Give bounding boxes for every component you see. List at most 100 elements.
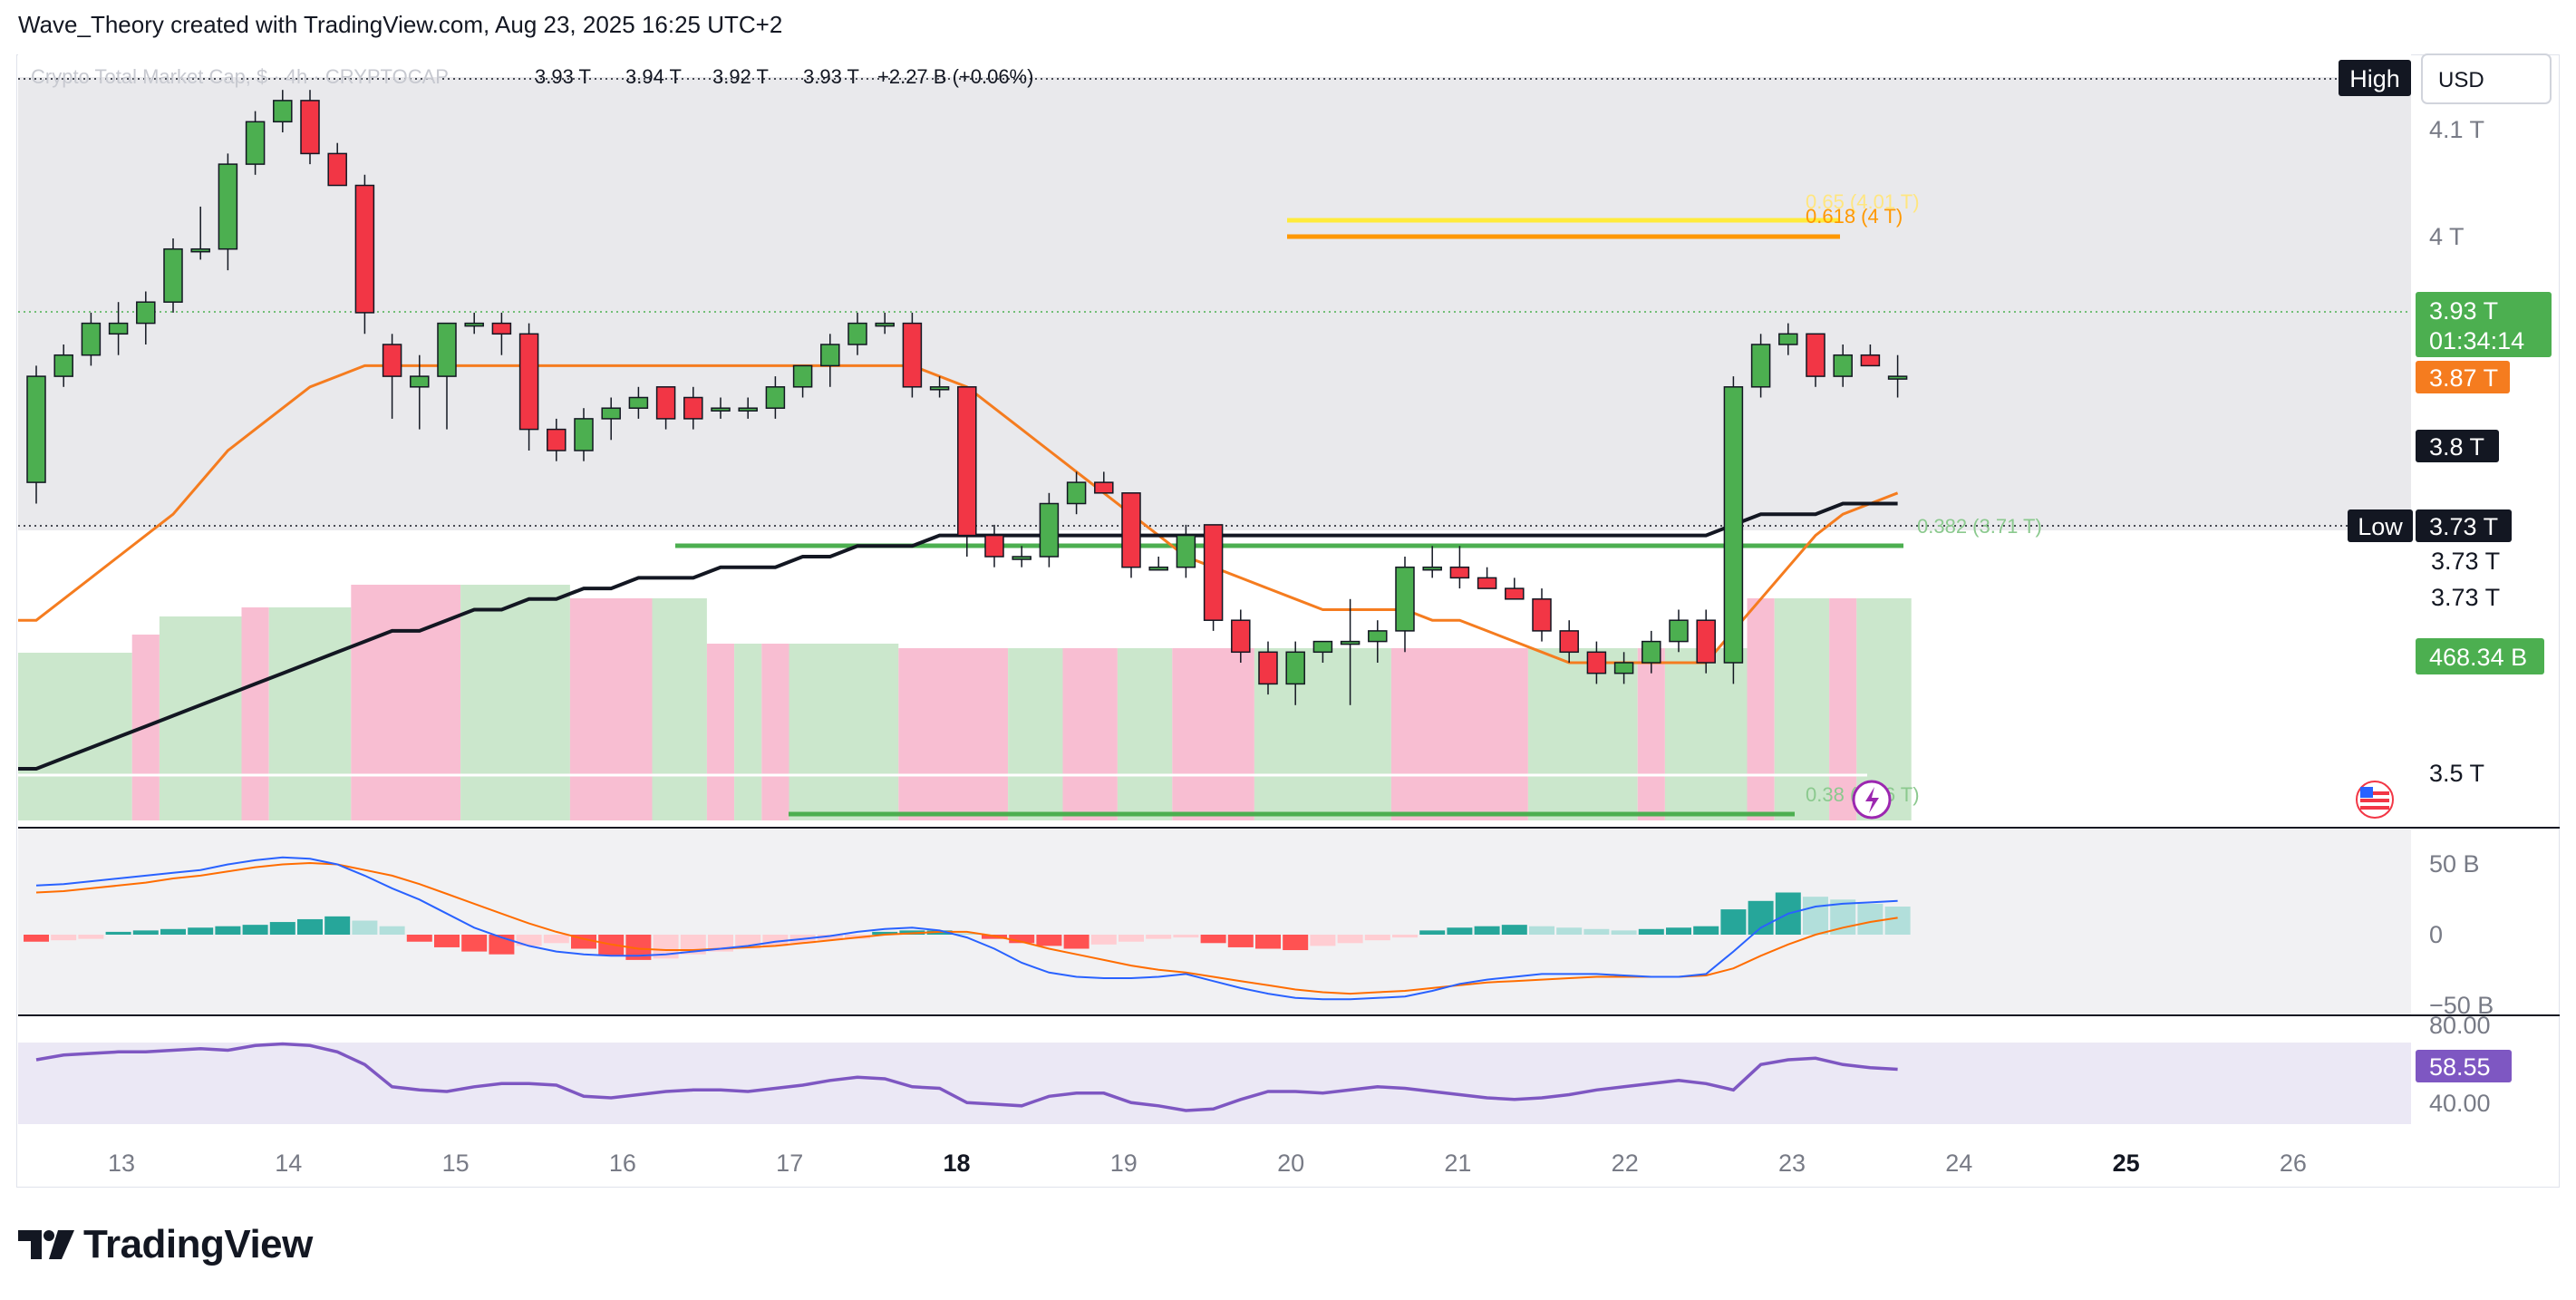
candle-body-66 [1833,354,1853,377]
macd-histogram-bar-36 [1009,935,1035,944]
time-label-19: 19 [1110,1150,1138,1177]
rsi-layer [35,1042,1898,1112]
macd-histogram-bar-67 [1857,903,1884,935]
volume-area-layer [18,585,1912,820]
macd-histogram-bar-43 [1200,935,1226,944]
volume-band-19 [1390,648,1528,820]
time-label-15: 15 [442,1150,470,1177]
macd-tick-50[interactable]: 50 B [2429,850,2480,878]
us-flag-icon[interactable] [2356,781,2394,819]
volume-band-24 [1774,598,1830,820]
candle-42 [1176,524,1196,578]
candle-61 [1696,609,1716,674]
candle-65 [1806,333,1825,387]
candle-13 [382,334,402,419]
candle-53 [1477,567,1497,589]
candle-43 [1203,524,1224,631]
candle-30 [847,312,867,355]
candle-body-23 [655,386,676,420]
macd-histogram-bar-14 [406,935,432,942]
macd-histogram-bar-4 [132,930,159,935]
currency-button[interactable] [2421,53,2552,104]
candle-57 [1586,641,1607,684]
candle-4 [136,291,156,344]
candle-45 [1258,641,1278,695]
macd-histogram-bar-65 [1803,897,1828,935]
time-label-22: 22 [1612,1150,1639,1177]
candle-body-68 [1887,375,1908,380]
candle-48 [1340,598,1361,705]
macd-histogram-bar-52 [1447,927,1473,935]
price-tick-4-1[interactable]: 4.1 T [2429,116,2484,143]
candle-19 [547,418,567,461]
rsi-tick-40[interactable]: 40.00 [2429,1090,2491,1117]
chart-svg[interactable]: Crypto Total Market Cap, $ · 4h · CRYPTO… [0,0,2576,1197]
macd-histogram-bar-44 [1227,935,1254,947]
tradingview-logo[interactable]: TradingView [18,1222,313,1267]
macd-histogram-bar-46 [1283,935,1309,951]
legend-symbol[interactable]: Crypto Total Market Cap, $ · 4h · CRYPTO… [31,65,449,88]
candle-58 [1613,652,1634,684]
lightning-icon[interactable] [1852,780,1892,820]
macd-histogram-bar-41 [1146,935,1172,939]
price-tick-3-5[interactable]: 3.5 T [2429,760,2484,787]
ema-orange-tag-box [2416,361,2510,393]
macd-tick-neg50[interactable]: −50 B [2429,992,2494,1019]
macd-tick-0[interactable]: 0 [2429,921,2443,948]
candle-35 [984,524,1004,568]
symbol-legend[interactable]: Crypto Total Market Cap, $ · 4h · CRYPTO… [31,65,1033,88]
high-label-box [2339,60,2411,96]
candle-14 [410,354,430,430]
volume-band-25 [1829,598,1857,820]
macd-histogram-bar-55 [1529,926,1554,935]
volume-band-16 [1117,648,1173,820]
macd-histogram-bar-8 [242,925,268,935]
macd-histogram-bar-63 [1748,900,1774,935]
macd-histogram-bar-1 [51,935,77,941]
candle-28 [792,364,813,398]
candle-47 [1312,640,1333,663]
candle-36 [1012,546,1031,568]
candle-body-33 [929,386,950,391]
macd-histogram-bar-49 [1364,935,1390,941]
low-label-box [2348,509,2413,542]
macd-histogram-bar-58 [1611,930,1637,935]
candle-37 [1039,492,1060,568]
candle-body-37 [1039,502,1060,558]
candle-body-67 [1860,354,1881,367]
candle-body-41 [1148,566,1168,571]
candle-0 [26,365,46,504]
candle-23 [655,386,676,430]
legend-open: 3.93 T [535,65,591,88]
macd-histogram-bar-16 [461,935,488,952]
macd-layer [24,856,1911,1001]
price-tick-4[interactable]: 4 T [2429,223,2465,250]
candle-39 [1094,471,1114,494]
volume-band-23 [1747,598,1775,820]
candle-body-5 [163,247,183,303]
candle-body-63 [1750,344,1771,388]
price-tag: 3.93 T [2429,297,2498,325]
rsi-pane-background [18,1043,2411,1124]
candle-56 [1559,620,1579,663]
macd-histogram-bar-2 [78,935,104,939]
time-axis[interactable]: 13 14 15 16 17 18 19 20 21 22 23 24 25 26 [108,1150,2307,1177]
ema-orange-line [18,364,1899,665]
candle-9 [273,90,293,132]
macd-histogram-bar-39 [1090,935,1117,945]
price-gray-band [18,77,2411,530]
candle-46 [1285,641,1305,705]
low-value-box [2416,509,2512,542]
time-label-23: 23 [1778,1150,1806,1177]
volume-band-5 [351,585,461,820]
legend-change: +2.27 B (+0.06%) [877,65,1033,88]
legend-high: 3.94 T [625,65,682,88]
currency-label[interactable]: USD [2438,68,2484,92]
candle-body-14 [410,375,430,388]
macd-histogram-bar-19 [543,935,569,944]
time-label-17: 17 [776,1150,803,1177]
time-label-18: 18 [943,1150,970,1177]
candle-62 [1723,376,1744,684]
candle-body-15 [437,322,457,377]
rsi-tick-80[interactable]: 80.00 [2429,1012,2491,1039]
